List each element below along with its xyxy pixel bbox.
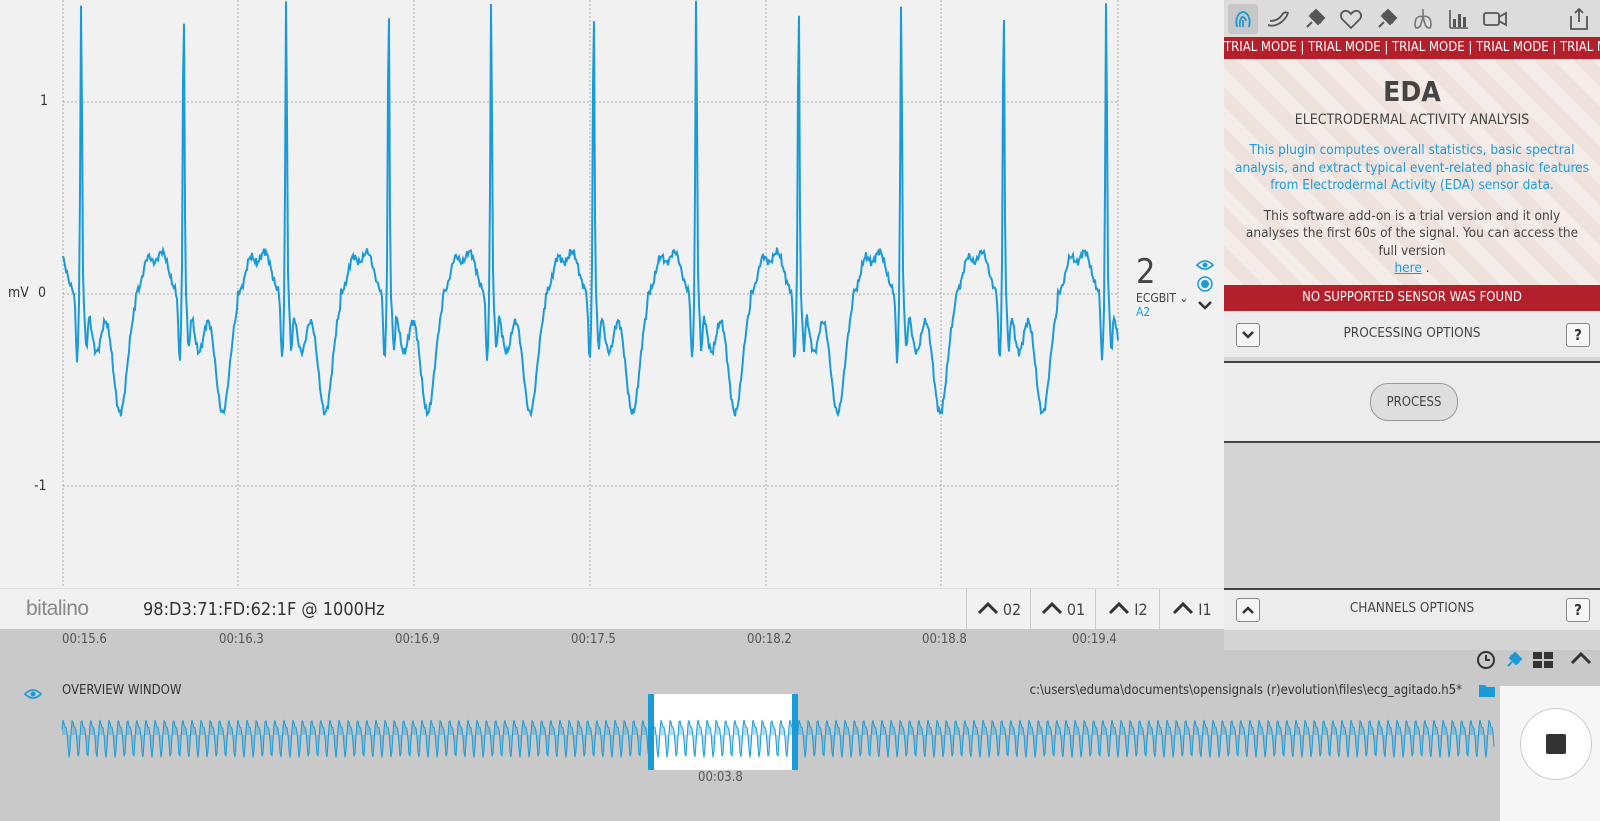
process-button[interactable]: PROCESS (1370, 383, 1458, 421)
trial-text: This software add-on is a trial version … (1245, 207, 1579, 259)
grid-icon[interactable] (1532, 650, 1554, 674)
help-button[interactable]: ? (1566, 598, 1590, 622)
overview-signal-line (61, 719, 1495, 758)
folder-icon[interactable] (1478, 682, 1496, 702)
expand-processing-button[interactable] (1236, 323, 1260, 347)
plugin-description: This plugin computes overall statistics,… (1235, 142, 1589, 193)
channel-tab-01[interactable]: 01 (1030, 589, 1095, 629)
overview-signal (61, 694, 1495, 770)
device-bar: bitalino 98:D3:71:FD:62:1F @ 1000Hz 02 0… (0, 588, 1224, 629)
help-button[interactable]: ? (1566, 323, 1590, 347)
channel-info: 2 ECGBIT ⌄ A2 (1136, 255, 1188, 319)
time-tick: 00:19.4 (1072, 632, 1117, 647)
stop-icon (1546, 734, 1566, 754)
video-icon[interactable] (1480, 4, 1510, 34)
trial-text-end: . (1421, 260, 1430, 276)
chevron-up-icon[interactable] (1570, 650, 1592, 670)
plugin-sidebar: TRIAL MODE | TRIAL MODE | TRIAL MODE | T… (1224, 0, 1600, 650)
file-path: c:\users\eduma\documents\opensignals (r)… (1029, 683, 1462, 698)
channel-tab-i1[interactable]: I1 (1159, 589, 1224, 629)
channel-tab-label: 02 (1002, 599, 1022, 619)
plugin-info-panel: EDA ELECTRODERMAL ACTIVITY ANALYSIS This… (1224, 59, 1600, 285)
stop-panel (1500, 686, 1600, 821)
overview-signal-fill (62, 719, 1494, 758)
channel-port: A2 (1136, 305, 1151, 319)
channel-tab-i2[interactable]: I2 (1095, 589, 1160, 629)
export-icon[interactable] (1564, 4, 1594, 34)
signal-plot-svg (62, 0, 1119, 588)
overview-selection-window[interactable] (651, 694, 795, 770)
chevron-down-icon[interactable] (1197, 296, 1213, 315)
trial-mode-banner: TRIAL MODE | TRIAL MODE | TRIAL MODE | T… (1224, 37, 1600, 59)
window-time-label: 00:03.8 (698, 770, 743, 785)
channel-number: 2 (1136, 252, 1156, 292)
device-label: 98:D3:71:FD:62:1F @ 1000Hz (143, 599, 385, 620)
process-area: PROCESS (1224, 361, 1600, 443)
eye-icon[interactable] (1195, 256, 1215, 275)
signal-plot[interactable]: 1 mV 0 -1 2 ECGBIT ⌄ A2 (0, 0, 1224, 588)
channel-tab-label: I1 (1198, 599, 1212, 619)
plugin-trial-text: This software add-on is a trial version … (1238, 208, 1586, 278)
time-tick: 00:18.2 (747, 632, 792, 647)
heart-icon[interactable] (1336, 4, 1366, 34)
time-tick: 00:17.5 (571, 632, 616, 647)
ecg-signal-line (62, 0, 1119, 419)
arm-icon[interactable] (1264, 4, 1294, 34)
channel-radio-icon[interactable] (1197, 276, 1213, 296)
plugin-toolbar (1224, 0, 1600, 37)
y-tick-0: 0 (38, 285, 47, 301)
clock-icon[interactable] (1476, 650, 1496, 674)
selection-handle-left[interactable] (648, 694, 654, 770)
selection-handle-right[interactable] (792, 694, 798, 770)
channel-tab-label: I2 (1134, 599, 1148, 619)
plugin-title: EDA (1383, 75, 1441, 108)
time-tick: 00:15.6 (62, 632, 107, 647)
y-tick-minus1: -1 (34, 478, 47, 494)
plug-icon[interactable] (1372, 4, 1402, 34)
fingerprint-icon[interactable] (1228, 4, 1258, 34)
chevron-down-icon[interactable]: ⌄ (1179, 291, 1189, 305)
view-tools (1470, 648, 1600, 676)
time-tick: 00:18.8 (922, 632, 967, 647)
chevron-down-icon (1241, 326, 1255, 344)
plug-icon[interactable] (1504, 650, 1524, 674)
overview-label: OVERVIEW WINDOW (62, 683, 182, 698)
channels-options-row: CHANNELS OPTIONS ? (1224, 588, 1600, 630)
channel-name[interactable]: ECGBIT ⌄ (1136, 291, 1188, 305)
plug-icon[interactable] (1300, 4, 1330, 34)
overview-window[interactable]: OVERVIEW WINDOW c:\users\eduma\documents… (0, 650, 1500, 821)
chevron-up-icon (1108, 600, 1130, 619)
processing-options-row: PROCESSING OPTIONS ? (1224, 311, 1600, 357)
time-tick: 00:16.9 (395, 632, 440, 647)
expand-channels-button[interactable] (1236, 598, 1260, 622)
plugin-subtitle: ELECTRODERMAL ACTIVITY ANALYSIS (1294, 112, 1530, 128)
y-tick-1: 1 (40, 93, 49, 109)
processing-options-label: PROCESSING OPTIONS (1343, 325, 1481, 341)
no-sensor-warning: NO SUPPORTED SENSOR WAS FOUND (1224, 285, 1600, 311)
eye-icon[interactable] (23, 685, 43, 704)
bitalino-logo: bitalino (26, 597, 89, 620)
time-axis: 00:15.6 00:16.3 00:16.9 00:17.5 00:18.2 … (0, 628, 1224, 650)
time-tick: 00:16.3 (219, 632, 264, 647)
y-unit-label: mV (8, 285, 29, 301)
chevron-up-icon (1041, 600, 1063, 619)
channel-tab-02[interactable]: 02 (966, 589, 1031, 629)
bar-chart-icon[interactable] (1444, 4, 1474, 34)
lungs-icon[interactable] (1408, 4, 1438, 34)
full-version-link[interactable]: here (1394, 260, 1422, 276)
chevron-up-icon (1241, 601, 1255, 619)
stop-button[interactable] (1520, 708, 1592, 780)
channel-tab-label: 01 (1066, 599, 1086, 619)
channel-name-text: ECGBIT (1136, 291, 1176, 305)
channels-options-label: CHANNELS OPTIONS (1349, 600, 1475, 616)
chevron-up-icon (1172, 600, 1194, 619)
chevron-up-icon (977, 600, 999, 619)
